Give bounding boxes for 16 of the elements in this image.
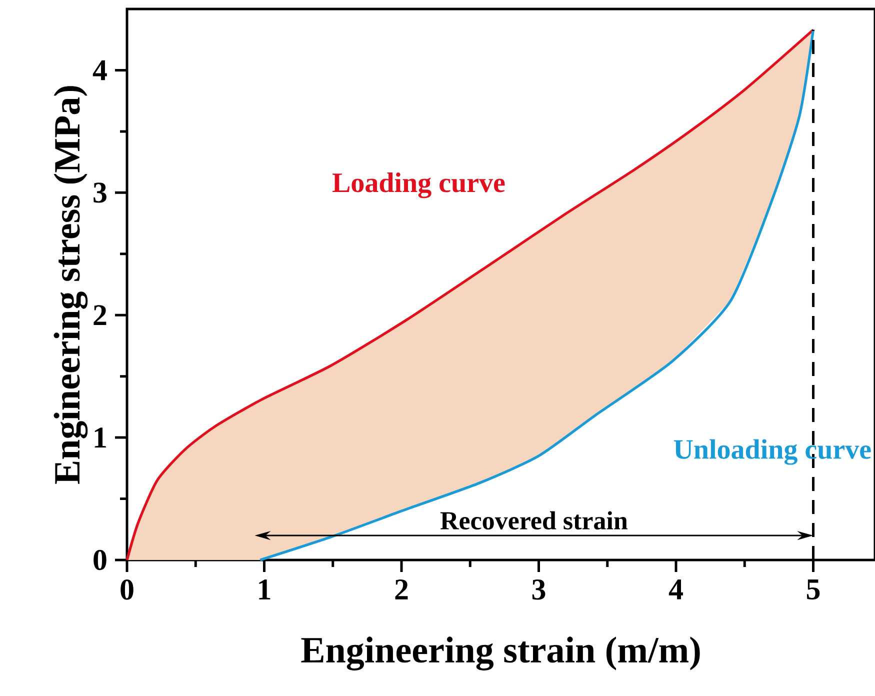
x-tick-label: 3 [532,580,546,600]
text: Unloading curve [674,439,871,465]
x-axis-title: Engineering strain (m/m) [301,636,700,670]
y-tick-label: 2 [94,305,106,326]
y-tick-label: 3 [94,182,106,203]
y-axis-title: Engineering stress (MPa) [54,86,88,484]
x-tick-label: 0 [120,580,134,600]
annotation: Recovered strain [440,511,628,530]
y-tick-label: 0 [94,550,106,570]
y-tick-label: 1 [94,428,106,448]
x-tick-label: 5 [806,580,820,600]
x-tick-label: 1 [259,580,270,600]
y-tick-label: 4 [92,60,107,80]
x-tick-label: 2 [395,580,408,600]
series-label: Loading curve [332,172,505,198]
x-tick-label: 4 [668,580,683,600]
